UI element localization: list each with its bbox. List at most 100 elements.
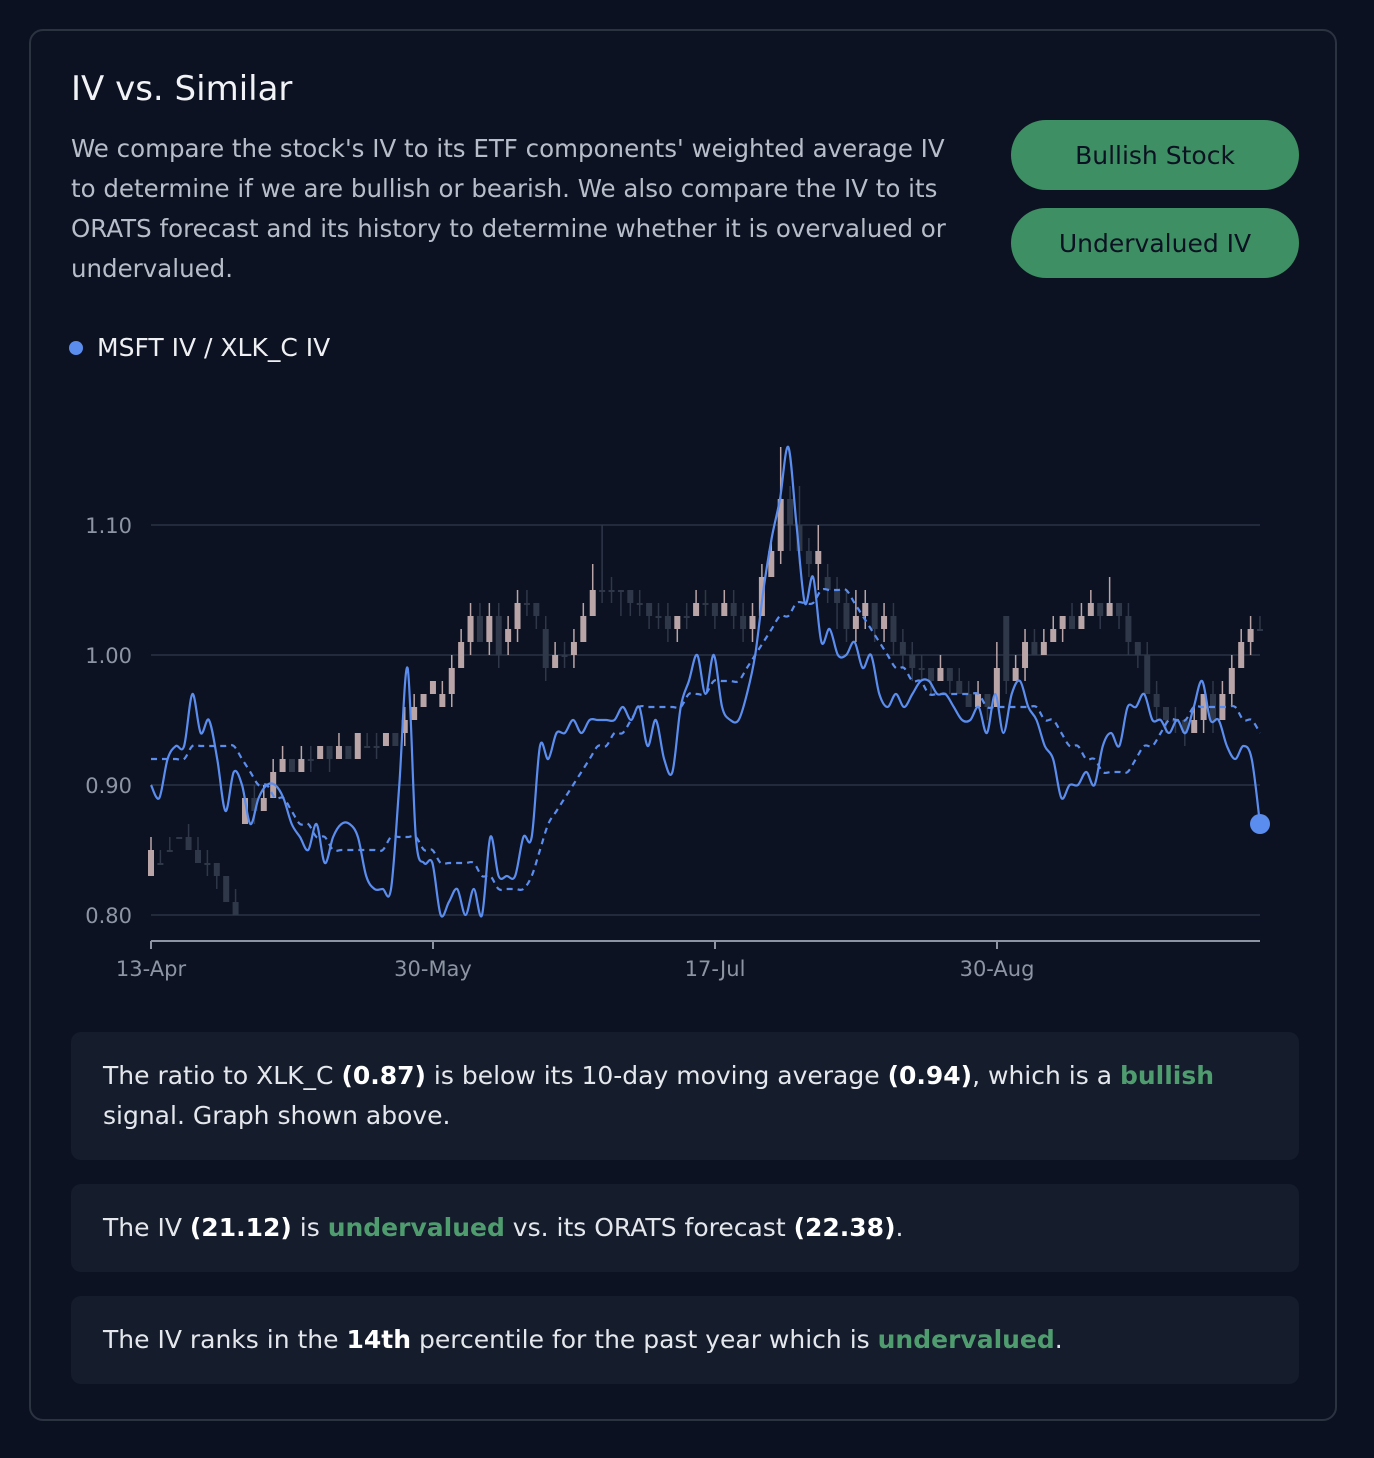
y-tick-label: 1.00 — [85, 644, 132, 668]
bullish-signal-word: bullish — [1119, 1061, 1215, 1090]
legend-label: MSFT IV / XLK_C IV — [97, 333, 331, 362]
candle-body — [909, 655, 916, 668]
candle-body — [1238, 642, 1245, 668]
candle-body — [1163, 707, 1170, 720]
candle-body — [1257, 629, 1263, 631]
candle-body — [702, 603, 709, 605]
candle-body — [241, 798, 248, 824]
candle-body — [749, 616, 756, 629]
candle-body — [495, 616, 502, 655]
candle-body — [693, 603, 700, 616]
ratio-text-b: is below its 10-day moving average — [425, 1061, 888, 1090]
candle-body — [279, 759, 286, 772]
forecast-verdict: undervalued — [327, 1213, 505, 1242]
candle-body — [956, 681, 963, 694]
card-title: IV vs. Similar — [71, 69, 293, 109]
candle-body — [148, 850, 154, 876]
y-axis-labels: 0.80 0.90 1.00 1.10 — [85, 514, 132, 928]
candle-body — [599, 590, 606, 592]
forecast-text-c: vs. its ORATS forecast — [504, 1213, 794, 1242]
moving-average-value: (0.94) — [887, 1061, 973, 1090]
candlestick-layer — [148, 447, 1263, 915]
candle-body — [937, 668, 944, 681]
ratio-value: (0.87) — [341, 1061, 426, 1090]
candle-body — [862, 603, 869, 616]
candle-body — [373, 746, 380, 748]
candle-body — [401, 720, 408, 733]
forecast-text-d: . — [895, 1213, 904, 1242]
ratio-text-a: The ratio to XLK_C — [103, 1061, 342, 1090]
candle-body — [993, 668, 1000, 707]
candle-body — [1040, 642, 1047, 655]
candle-body — [899, 642, 906, 655]
candle-body — [364, 746, 371, 748]
candle-body — [1069, 616, 1076, 629]
candle-body — [1097, 603, 1104, 616]
candle-body — [345, 746, 352, 759]
candle-body — [1012, 668, 1019, 681]
candle-body — [1031, 642, 1038, 655]
candle-body — [664, 616, 671, 629]
forecast-text-b: is — [291, 1213, 328, 1242]
candle-body — [627, 590, 634, 603]
candle-body — [711, 603, 718, 616]
candle-body — [392, 733, 399, 746]
candle-body — [1172, 720, 1179, 722]
candle-body — [740, 616, 747, 629]
candle-body — [1125, 616, 1132, 642]
candle-body — [975, 694, 982, 707]
candle-body — [232, 902, 239, 915]
forecast-text-a: The IV — [103, 1213, 190, 1242]
candle-body — [580, 616, 587, 642]
candle-body — [533, 603, 540, 616]
y-tick-label: 1.10 — [85, 514, 132, 538]
candle-body — [852, 616, 859, 629]
forecast-value: (22.38) — [793, 1213, 896, 1242]
candle-body — [223, 876, 230, 902]
candle-body — [307, 759, 314, 761]
undervalued-iv-badge[interactable]: Undervalued IV — [1011, 208, 1299, 278]
y-tick-label: 0.90 — [85, 774, 132, 798]
candle-body — [382, 733, 389, 746]
candle-body — [166, 850, 173, 852]
candle-body — [1191, 720, 1198, 733]
ratio-text-d: signal. Graph shown above. — [103, 1101, 451, 1130]
candle-body — [589, 590, 596, 616]
candle-body — [420, 694, 427, 707]
candle-body — [890, 616, 897, 642]
x-axis: 13-Apr 30-May 17-Jul 30-Aug — [116, 940, 1260, 981]
candle-body — [176, 837, 183, 839]
candle-body — [928, 668, 935, 681]
candle-body — [1200, 694, 1207, 720]
chart-legend[interactable]: MSFT IV / XLK_C IV — [69, 333, 330, 362]
candle-body — [1050, 629, 1057, 642]
candle-body — [552, 655, 559, 668]
candle-body — [411, 707, 418, 720]
candle-body — [354, 733, 361, 759]
bullish-stock-badge[interactable]: Bullish Stock — [1011, 120, 1299, 190]
candle-body — [439, 694, 446, 707]
candle-body — [965, 694, 972, 707]
candle-body — [617, 590, 624, 592]
candle-body — [298, 759, 305, 772]
x-tick-label: 30-May — [394, 957, 472, 981]
x-tick-label: 30-Aug — [960, 957, 1035, 981]
candle-body — [768, 551, 775, 577]
percentile-text-c: . — [1054, 1325, 1063, 1354]
candle-body — [1210, 694, 1217, 720]
candle-body — [881, 616, 888, 629]
candle-body — [213, 863, 220, 876]
candle-body — [787, 499, 794, 525]
percentile-analysis: The IV ranks in the 14th percentile for … — [71, 1296, 1299, 1384]
candle-body — [721, 603, 728, 616]
chart-gridlines — [151, 524, 1260, 916]
candle-body — [1078, 616, 1085, 629]
candle-body — [1134, 642, 1141, 655]
candle-body — [918, 668, 925, 670]
candle-body — [646, 603, 653, 616]
percentile-text-b: percentile for the past year which is — [411, 1325, 878, 1354]
candle-body — [871, 603, 878, 629]
candle-body — [655, 616, 662, 618]
candle-body — [815, 551, 822, 564]
candle-body — [608, 590, 615, 592]
